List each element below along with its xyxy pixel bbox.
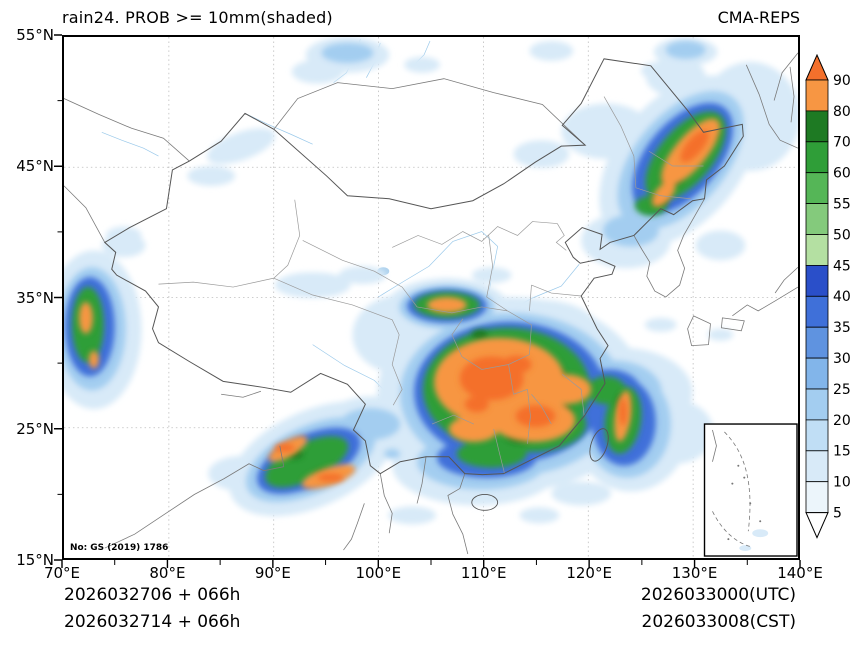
map-plot-area: No: GS (2019) 1786 bbox=[62, 35, 800, 560]
x-tick-label-130e: 130°E bbox=[671, 564, 718, 582]
plot-title: rain24. PROB >= 10mm(shaded) bbox=[62, 8, 333, 27]
footer-valid-utc: 2026033000(UTC) bbox=[640, 585, 796, 605]
y-tick-label-35n: 35°N bbox=[16, 288, 54, 307]
colorbar-label: 10 bbox=[833, 475, 851, 491]
x-tick-label-80e: 80°E bbox=[149, 564, 186, 582]
y-tick-label-55n: 55°N bbox=[16, 26, 54, 44]
colorbar-segment bbox=[805, 388, 829, 421]
colorbar-segment bbox=[805, 450, 829, 483]
colorbar-label: 55 bbox=[833, 197, 851, 213]
colorbar-arrow-top bbox=[805, 54, 829, 81]
colorbar-label: 40 bbox=[833, 289, 851, 305]
x-tick-label-110e: 110°E bbox=[460, 564, 507, 582]
colorbar-segment bbox=[805, 326, 829, 359]
colorbar-segment bbox=[805, 419, 829, 452]
colorbar-segment bbox=[805, 481, 829, 514]
colorbar-label: 80 bbox=[833, 104, 851, 120]
x-tick-label-100e: 100°E bbox=[355, 564, 402, 582]
colorbar-label: 50 bbox=[833, 227, 851, 243]
colorbar-label: 15 bbox=[833, 444, 851, 460]
y-tick-label-15n: 15°N bbox=[16, 551, 54, 569]
colorbar-label: 70 bbox=[833, 135, 851, 151]
colorbar-label: 30 bbox=[833, 351, 851, 367]
colorbar-label: 20 bbox=[833, 413, 851, 429]
y-tick-label-25n: 25°N bbox=[16, 419, 54, 438]
colorbar-segment bbox=[805, 234, 829, 266]
colorbar-segment bbox=[805, 79, 829, 112]
colorbar-segment bbox=[805, 172, 829, 204]
colorbar-segment bbox=[805, 357, 829, 390]
colorbar-segment bbox=[805, 141, 829, 174]
colorbar-label: 90 bbox=[833, 73, 851, 89]
model-name: CMA-REPS bbox=[717, 8, 800, 27]
colorbar-segment bbox=[805, 264, 829, 297]
south-china-sea-inset bbox=[703, 423, 798, 557]
colorbar-label: 60 bbox=[833, 166, 851, 182]
colorbar: 90 80 70 60 55 50 45 40 35 30 25 20 15 1… bbox=[805, 54, 851, 539]
map-approval-note: No: GS (2019) 1786 bbox=[70, 543, 168, 553]
footer-valid-cst: 2026033008(CST) bbox=[641, 612, 796, 632]
colorbar-arrow-bottom bbox=[805, 512, 829, 539]
x-tick-label-140e: 140°E bbox=[777, 564, 823, 582]
y-tick-label-45n: 45°N bbox=[16, 157, 54, 176]
x-tick-label-70e: 70°E bbox=[43, 564, 81, 582]
x-tick-label-120e: 120°E bbox=[566, 564, 612, 582]
colorbar-segment bbox=[805, 203, 829, 235]
footer-init-utc: 2026032706 + 066h bbox=[64, 585, 241, 605]
colorbar-label: 5 bbox=[833, 506, 842, 522]
footer-init-cst: 2026032714 + 066h bbox=[64, 612, 241, 632]
colorbar-segment bbox=[805, 295, 829, 328]
colorbar-label: 25 bbox=[833, 382, 851, 398]
colorbar-segment bbox=[805, 110, 829, 143]
colorbar-label: 35 bbox=[833, 320, 851, 336]
china-map: No: GS (2019) 1786 bbox=[64, 37, 798, 558]
x-tick-label-90e: 90°E bbox=[254, 564, 291, 582]
colorbar-label: 45 bbox=[833, 258, 851, 274]
